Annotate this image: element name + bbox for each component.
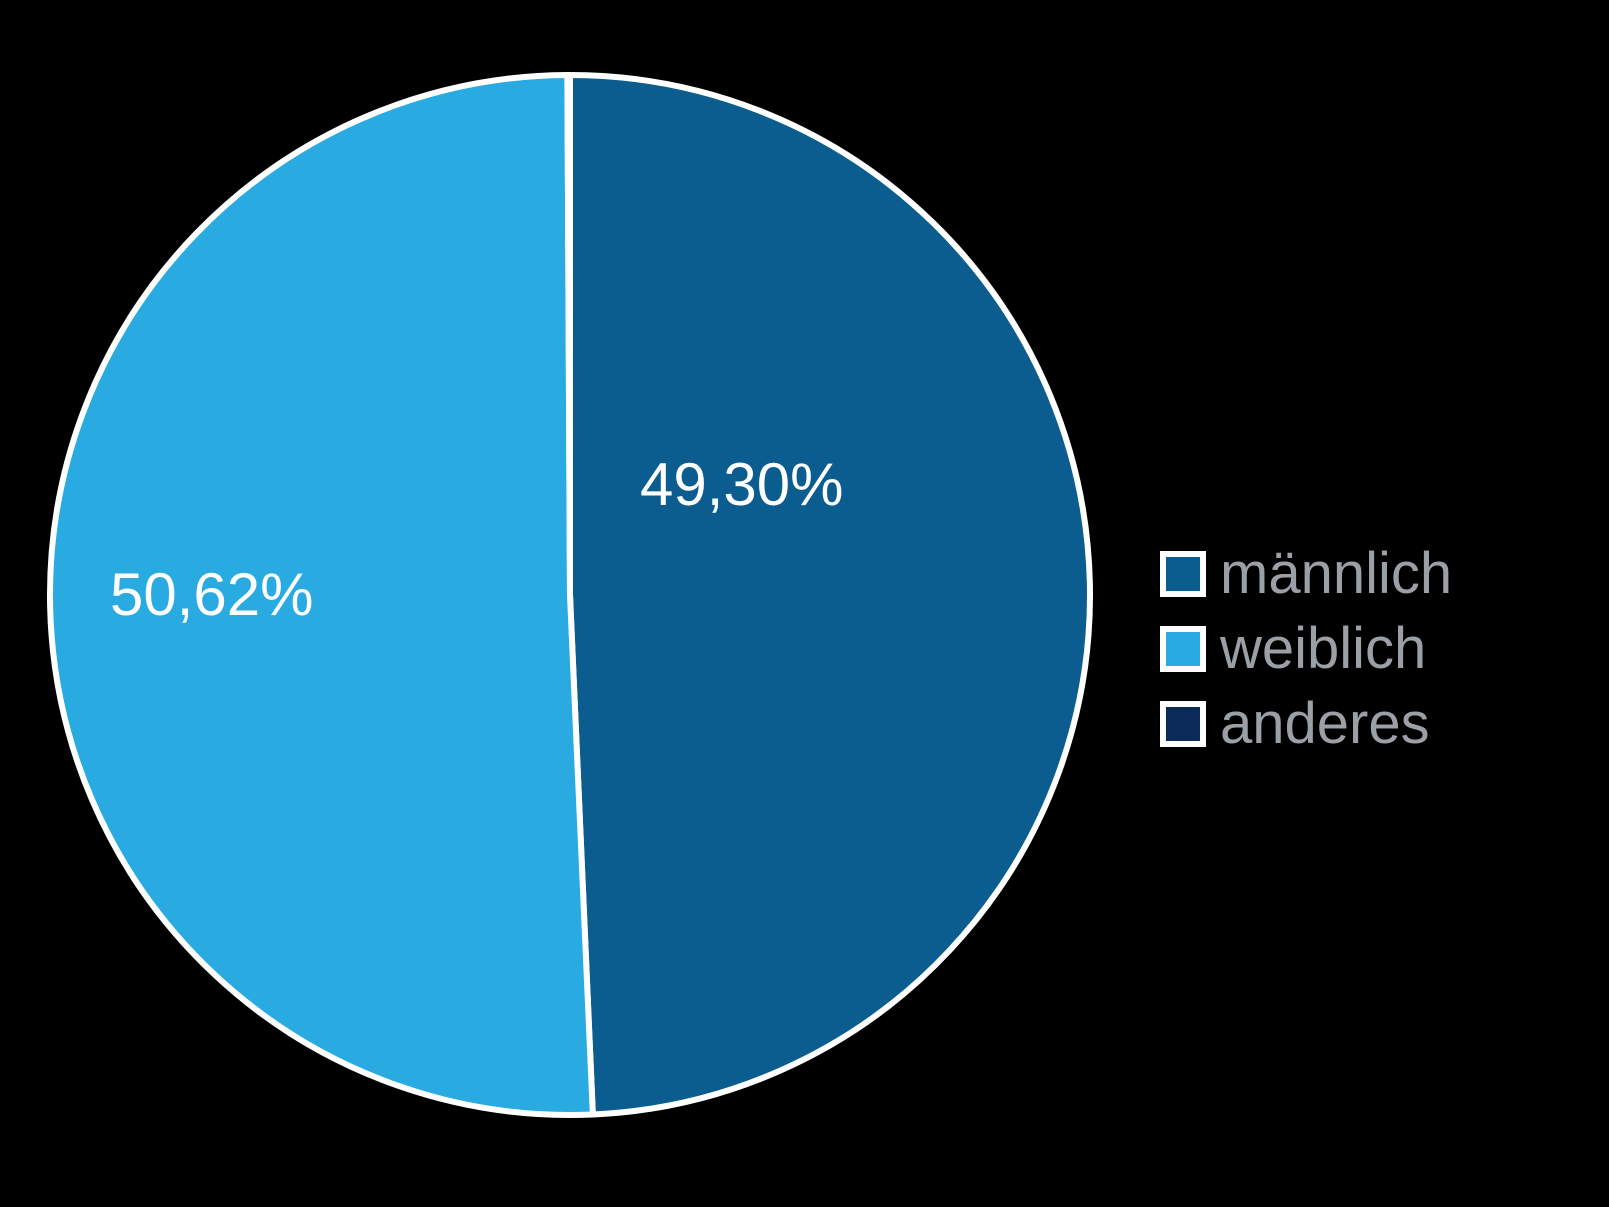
legend-item-weiblich: weiblich (1160, 615, 1452, 682)
slice-label-maennlich: 49,30% (640, 450, 844, 519)
legend-label-weiblich: weiblich (1220, 615, 1426, 682)
pie-slice-maennlich (570, 75, 1090, 1114)
legend: männlich weiblich anderes (1160, 540, 1452, 757)
legend-swatch-anderes (1160, 701, 1206, 747)
legend-swatch-maennlich (1160, 551, 1206, 597)
slice-label-weiblich: 50,62% (110, 560, 314, 629)
legend-item-anderes: anderes (1160, 690, 1452, 757)
legend-label-maennlich: männlich (1220, 540, 1452, 607)
chart-stage: 49,30% 50,62% männlich weiblich anderes (0, 0, 1609, 1207)
legend-item-maennlich: männlich (1160, 540, 1452, 607)
legend-swatch-weiblich (1160, 626, 1206, 672)
pie-slice-anderes (567, 75, 570, 595)
legend-label-anderes: anderes (1220, 690, 1430, 757)
